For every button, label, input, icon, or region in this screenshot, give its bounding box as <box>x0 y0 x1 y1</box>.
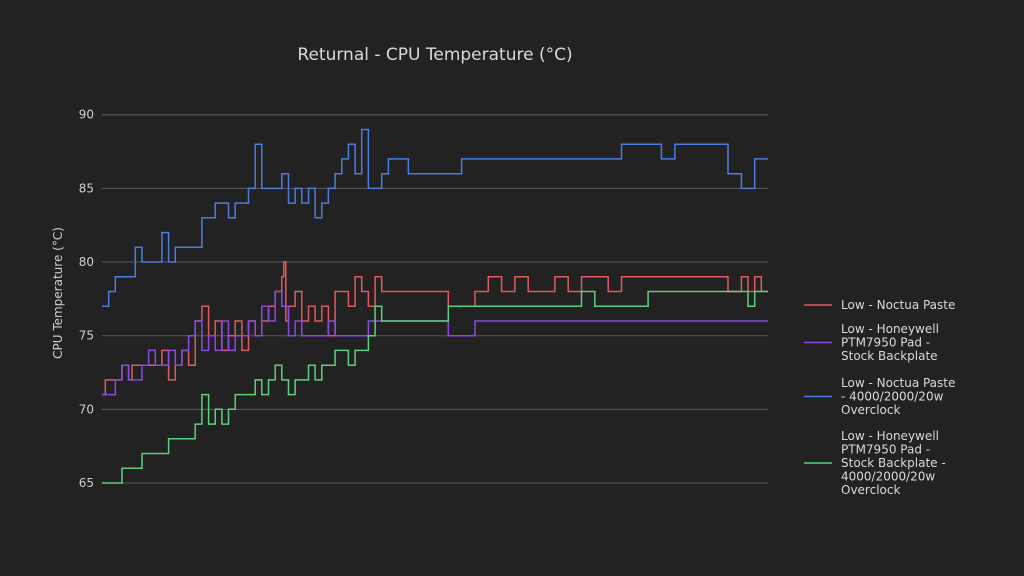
legend-item-1[interactable]: Low - Noctua Paste <box>804 298 955 312</box>
legend-label-4-line-3: Stock Backplate - <box>841 456 946 470</box>
legend-label-2-line-2: PTM7950 Pad - <box>841 336 930 350</box>
series-line-3[interactable] <box>102 128 768 307</box>
legend-label-1-line-1: Low - Noctua Paste <box>841 298 955 312</box>
legend-label-3-line-1: Low - Noctua Paste <box>841 376 955 390</box>
legend-label-3-line-2: - 4000/2000/20w <box>841 390 944 404</box>
legend-label-2-line-3: Stock Backplate <box>841 349 938 363</box>
legend-item-3[interactable]: Low - Noctua Paste- 4000/2000/20wOverclo… <box>804 376 955 417</box>
y-axis-ticks: 65 70 75 80 85 90 <box>79 108 94 490</box>
y-axis-title: CPU Temperature (°C) <box>51 227 65 359</box>
chart-title: Returnal - CPU Temperature (°C) <box>297 45 572 65</box>
legend-label-4-line-4: 4000/2000/20w <box>841 470 935 484</box>
y-tick-label-85: 85 <box>79 181 94 195</box>
legend-label-4-line-5: Overclock <box>841 483 900 497</box>
series-lines <box>102 128 768 484</box>
legend-label-4-line-2: PTM7950 Pad - <box>841 443 930 457</box>
series-line-4[interactable] <box>102 290 768 484</box>
y-tick-label-70: 70 <box>79 402 94 416</box>
y-tick-label-75: 75 <box>79 329 94 343</box>
legend-label-3-line-3: Overclock <box>841 403 900 417</box>
y-tick-label-80: 80 <box>79 255 94 269</box>
legend-label-2-line-1: Low - Honeywell <box>841 322 939 336</box>
grid <box>102 114 768 484</box>
series-line-2[interactable] <box>102 290 768 396</box>
y-tick-label-65: 65 <box>79 476 94 490</box>
series-line-1[interactable] <box>102 261 768 396</box>
y-tick-label-90: 90 <box>79 108 94 122</box>
legend-label-4-line-1: Low - Honeywell <box>841 429 939 443</box>
